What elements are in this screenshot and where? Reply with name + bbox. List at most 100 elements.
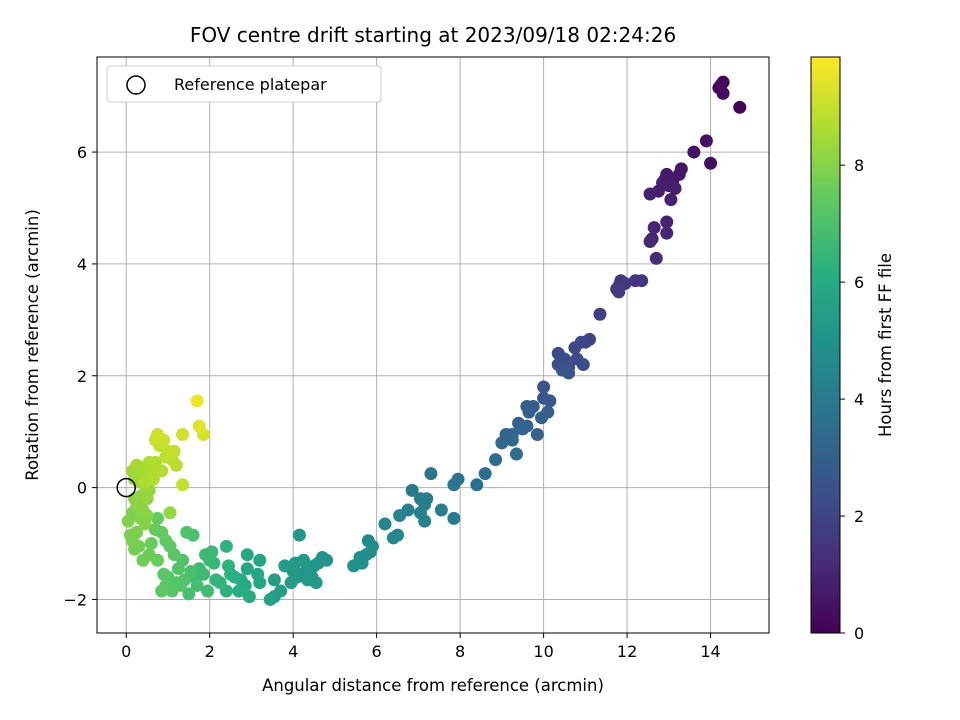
data-point [213, 576, 227, 590]
data-point [447, 478, 461, 492]
legend-open-circle-marker [126, 75, 146, 95]
data-point [201, 584, 215, 598]
data-point [199, 548, 213, 562]
data-point [182, 587, 196, 601]
data-point [660, 226, 674, 240]
data-point [568, 341, 582, 355]
data-point [263, 592, 277, 606]
y-tick-label: 4 [77, 255, 87, 274]
data-point [130, 458, 144, 472]
data-point [628, 274, 642, 288]
data-point [167, 444, 181, 458]
y-axis-label: Rotation from reference (arcmin) [23, 209, 42, 481]
data-point [155, 464, 169, 478]
legend: Reference platepar [106, 65, 382, 103]
data-point [284, 576, 298, 590]
data-point [267, 573, 281, 587]
data-point [489, 453, 503, 467]
data-point [378, 517, 392, 531]
data-point [522, 405, 536, 419]
data-point [478, 467, 492, 481]
colorbar-tick-label: 0 [854, 624, 864, 643]
data-point [176, 427, 190, 441]
colorbar-tick-label: 8 [854, 156, 864, 175]
colorbar: 0 2 4 6 8 Hours from first FF file [810, 56, 895, 643]
data-point [660, 215, 674, 229]
plot-frame [96, 56, 770, 634]
data-point [418, 514, 432, 528]
data-point [163, 506, 177, 520]
data-point [240, 562, 254, 576]
data-point [242, 590, 256, 604]
data-point [151, 553, 165, 567]
data-point [253, 553, 267, 567]
data-point [240, 548, 254, 562]
x-tick-label: 6 [372, 642, 382, 661]
data-point [405, 483, 419, 497]
data-point [192, 419, 206, 433]
data-point [593, 307, 607, 321]
data-point [543, 394, 557, 408]
data-point [278, 559, 292, 573]
colorbar-tick-label: 6 [854, 273, 864, 292]
data-point [535, 411, 549, 425]
data-point [253, 576, 267, 590]
data-point [447, 511, 461, 525]
data-point [176, 478, 190, 492]
x-axis-label: Angular distance from reference (arcmin) [262, 676, 604, 695]
x-tick-label: 12 [617, 642, 637, 661]
data-point [470, 478, 484, 492]
data-point [647, 221, 661, 235]
data-point [668, 181, 682, 195]
data-point [687, 145, 701, 159]
grid [97, 57, 769, 633]
data-point [393, 509, 407, 523]
data-point [190, 394, 204, 408]
data-point [221, 559, 235, 573]
data-point [643, 235, 657, 249]
data-point [516, 422, 530, 436]
data-point [301, 573, 315, 587]
data-point [509, 447, 523, 461]
data-point [157, 567, 171, 581]
colorbar-tick-label: 4 [854, 390, 864, 409]
y-tick-label: −2 [63, 590, 87, 609]
data-point [123, 528, 137, 542]
data-point [232, 584, 246, 598]
y-tick-label: 2 [77, 367, 87, 386]
data-point [190, 578, 204, 592]
colorbar-tick-label: 2 [854, 507, 864, 526]
data-point [434, 503, 448, 517]
colorbar-ticks: 0 2 4 6 8 [840, 156, 864, 643]
data-point [643, 187, 657, 201]
data-point [704, 156, 718, 170]
legend-label: Reference platepar [174, 75, 327, 94]
data-point [151, 427, 165, 441]
data-point [148, 523, 162, 537]
x-tick-label: 14 [700, 642, 720, 661]
data-point [180, 525, 194, 539]
data-point [733, 100, 747, 114]
data-point [292, 528, 306, 542]
data-point [219, 539, 233, 553]
data-point [612, 285, 626, 299]
data-point [297, 553, 311, 567]
data-point [537, 380, 551, 394]
data-point [136, 553, 150, 567]
x-tick-label: 4 [288, 642, 298, 661]
colorbar-label: Hours from first FF file [876, 253, 895, 437]
data-point [144, 537, 158, 551]
x-tick-label: 8 [455, 642, 465, 661]
data-points [121, 75, 747, 606]
data-point [562, 366, 576, 380]
legend-box [106, 65, 382, 103]
data-point [530, 427, 544, 441]
x-tick-label: 0 [121, 642, 131, 661]
data-point [424, 467, 438, 481]
data-point [649, 251, 663, 265]
data-point [386, 531, 400, 545]
data-point [505, 433, 519, 447]
data-point [347, 559, 361, 573]
data-point [699, 134, 713, 148]
